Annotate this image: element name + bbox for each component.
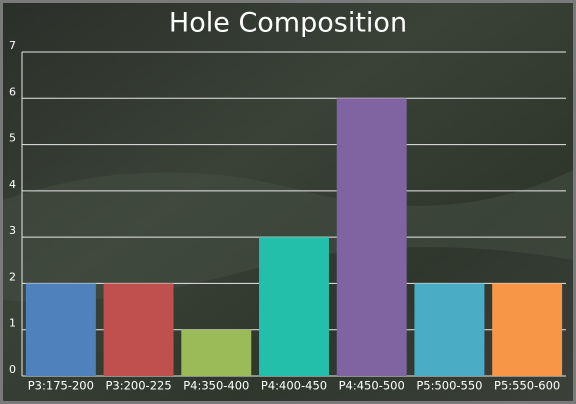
chart-title: Hole Composition [169, 8, 407, 39]
bar [336, 98, 407, 377]
y-tick-label: 7 [9, 39, 16, 52]
y-tick-label: 6 [9, 85, 16, 98]
y-tick-label: 2 [9, 270, 16, 283]
bar [103, 283, 174, 376]
x-tick-label: P4:450-500 [339, 379, 405, 393]
y-tick-label: 1 [9, 317, 16, 330]
bar [25, 283, 96, 376]
x-tick-label: P3:200-225 [105, 379, 171, 393]
x-tick-label: P4:350-400 [183, 379, 249, 393]
x-tick-label: P5:500-550 [416, 379, 482, 393]
x-tick-label: P4:400-450 [261, 379, 327, 393]
bar [414, 283, 485, 376]
x-tick-label: P3:175-200 [28, 379, 94, 393]
x-tick-label: P5:550-600 [494, 379, 560, 393]
y-tick-label: 4 [9, 178, 16, 191]
y-tick-label: 3 [9, 224, 16, 237]
y-tick-label: 0 [9, 363, 16, 376]
bar [259, 237, 329, 376]
background-texture [3, 170, 573, 302]
y-tick-label: 5 [9, 132, 16, 145]
bar [181, 329, 252, 376]
bar [492, 283, 563, 376]
